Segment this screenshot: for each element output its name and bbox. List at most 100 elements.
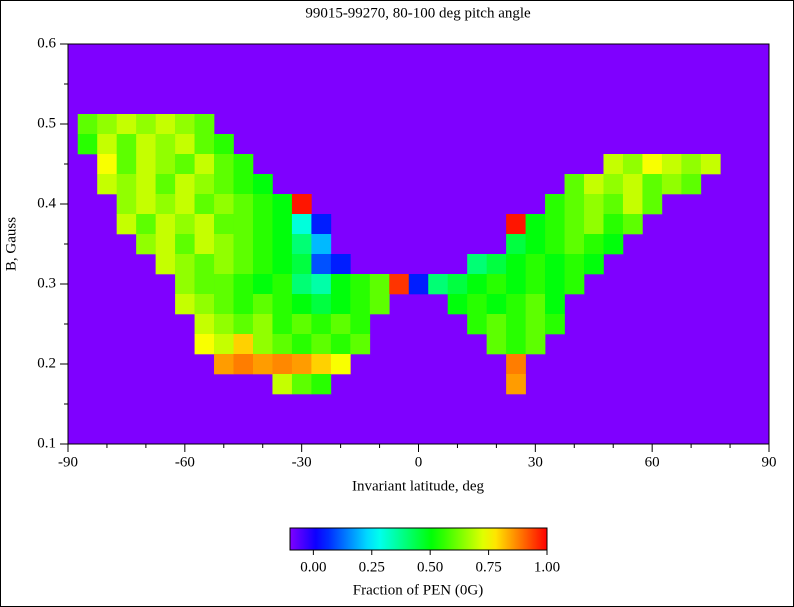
heatmap-cell (545, 214, 565, 235)
heatmap-cell (194, 214, 215, 235)
heatmap-cell (291, 254, 312, 275)
chart-title: 99015-99270, 80-100 deg pitch angle (305, 5, 531, 21)
heatmap-cell (564, 254, 585, 275)
heatmap-cell (136, 214, 156, 235)
colorbar-tick-label: 0.00 (300, 559, 326, 575)
heatmap-cell (272, 194, 293, 215)
heatmap-cell (272, 314, 293, 335)
colorbar-tick-label: 0.75 (475, 559, 501, 575)
heatmap-cell (214, 194, 234, 215)
heatmap-cell (233, 294, 254, 315)
heatmap-cell (642, 174, 663, 195)
heatmap-cell (175, 254, 195, 275)
heatmap-cell (369, 294, 390, 315)
heatmap-cell (155, 154, 176, 175)
heatmap-cell (97, 114, 117, 135)
heatmap-cell (525, 334, 546, 355)
heatmap-cell (272, 374, 293, 395)
heatmap-cell (564, 274, 585, 295)
heatmap-cell (116, 114, 137, 135)
heatmap-cell (233, 254, 254, 275)
heatmap-cell (564, 174, 585, 195)
heatmap-cell (252, 254, 273, 275)
heatmap-cell (506, 294, 526, 315)
heatmap-cell (291, 374, 312, 395)
heatmap-cell (330, 314, 351, 335)
heatmap-cell (681, 174, 702, 195)
heatmap-cell (252, 294, 273, 315)
heatmap-cell (116, 194, 137, 215)
heatmap-cell (700, 154, 721, 175)
heatmap-cell (506, 214, 526, 235)
heatmap-cell (506, 254, 526, 275)
heatmap-cell (194, 114, 215, 135)
heatmap-cell (622, 154, 643, 175)
heatmap-cell (661, 154, 682, 175)
heatmap-cell (155, 254, 176, 275)
heatmap-cell (642, 154, 663, 175)
heatmap-cell (233, 154, 254, 175)
heatmap-cell (214, 174, 234, 195)
heatmap-cell (252, 194, 273, 215)
heatmap-cell (214, 234, 234, 255)
heatmap-cell (155, 194, 176, 215)
heatmap-cell (291, 294, 312, 315)
heatmap-cell (194, 234, 215, 255)
heatmap-cell (467, 314, 487, 335)
heatmap-cell (252, 174, 273, 195)
heatmap-cell (564, 214, 585, 235)
heatmap-cell (136, 134, 156, 155)
heatmap-cell (545, 314, 565, 335)
heatmap-cell (291, 334, 312, 355)
heatmap-cell (252, 354, 273, 375)
heatmap-cell (603, 194, 624, 215)
x-tick-label: 90 (762, 454, 777, 470)
heatmap-cell (291, 194, 312, 215)
heatmap-cell (525, 214, 546, 235)
colorbar (289, 527, 548, 551)
heatmap-cell (155, 234, 176, 255)
heatmap-cell (194, 334, 215, 355)
heatmap-cell (194, 294, 215, 315)
heatmap-cell (603, 154, 624, 175)
heatmap-cell (545, 294, 565, 315)
heatmap-cell (194, 254, 215, 275)
colorbar-tick-label: 1.00 (534, 559, 560, 575)
heatmap-cell (214, 154, 234, 175)
heatmap-cell (311, 294, 332, 315)
heatmap-cell (155, 214, 176, 235)
heatmap-cell (525, 294, 546, 315)
heatmap-cell (486, 254, 507, 275)
heatmap-cell (97, 134, 117, 155)
heatmap-cell (272, 234, 293, 255)
heatmap-cell (194, 154, 215, 175)
heatmap-cell (194, 134, 215, 155)
colorbar-tick-label: 0.50 (417, 559, 443, 575)
heatmap-cell (603, 214, 624, 235)
heatmap-cell (175, 174, 195, 195)
heatmap-cell (622, 194, 643, 215)
heatmap-cell (291, 274, 312, 295)
heatmap-cell (661, 174, 682, 195)
heatmap-cell (175, 234, 195, 255)
heatmap-cell (350, 314, 371, 335)
heatmap-cell (603, 234, 624, 255)
heatmap-cell (175, 194, 195, 215)
heatmap-cell (272, 214, 293, 235)
heatmap-cell (408, 274, 429, 295)
x-tick-label: -30 (292, 454, 312, 470)
heatmap-cell (311, 354, 332, 375)
heatmap-cell (584, 254, 604, 275)
heatmap-cell (311, 254, 332, 275)
heatmap-cell (525, 274, 546, 295)
y-tick-label: 0.2 (37, 355, 56, 371)
heatmap-cell (447, 294, 468, 315)
heatmap-cell (506, 334, 526, 355)
heatmap-cell (350, 274, 371, 295)
heatmap-cell (350, 334, 371, 355)
heatmap-cell (330, 274, 351, 295)
x-axis-label: Invariant latitude, deg (352, 478, 485, 494)
heatmap-cell (681, 154, 702, 175)
heatmap-cell (116, 154, 137, 175)
heatmap-cell (291, 354, 312, 375)
